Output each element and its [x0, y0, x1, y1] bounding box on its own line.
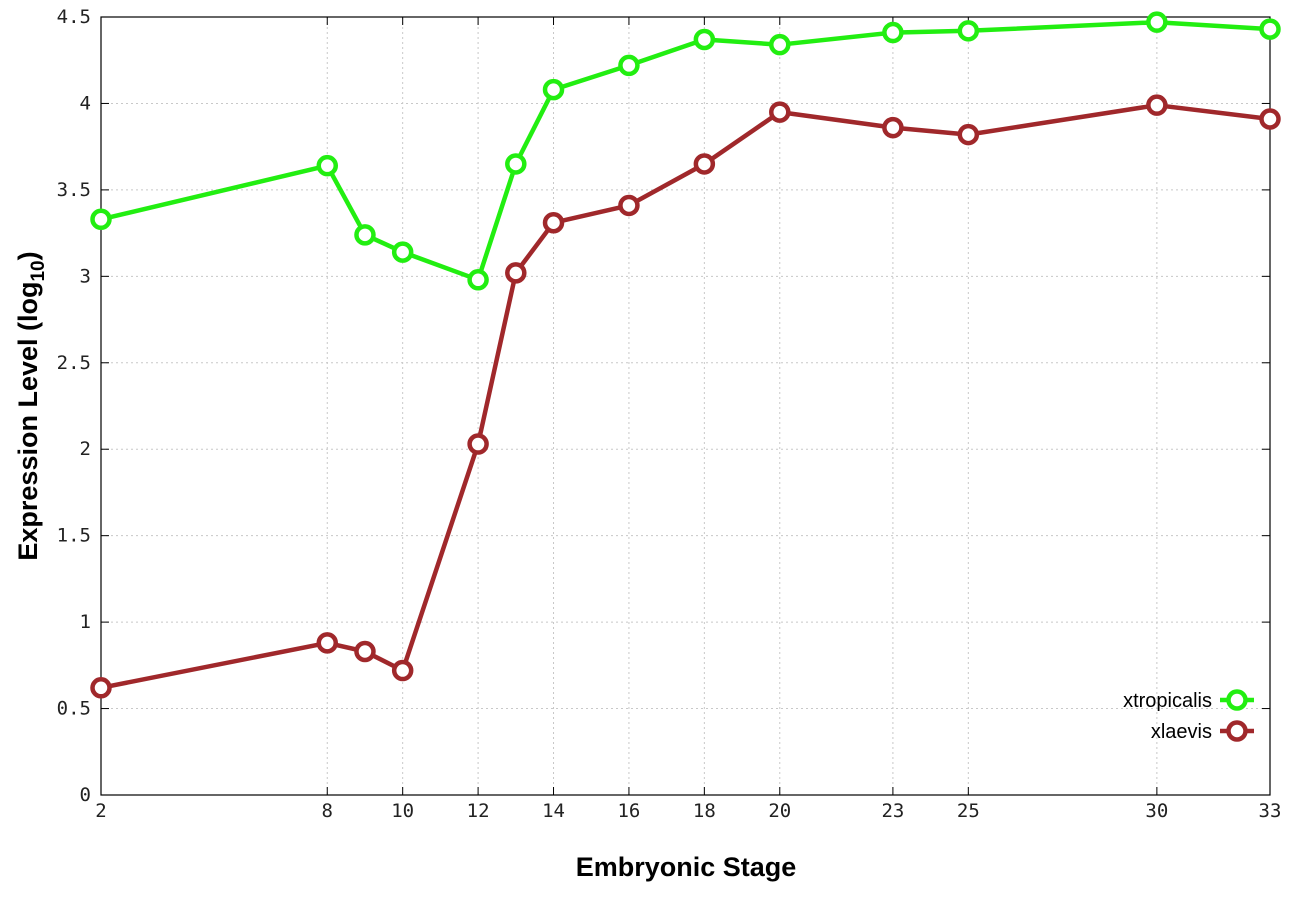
x-tick-label: 14 [542, 800, 565, 822]
y-axis-title-subscript: 10 [28, 260, 49, 281]
data-point [1146, 11, 1168, 33]
y-axis-title: Expression Level (log10) [13, 251, 49, 560]
legend-entry-xlaevis: xlaevis [1151, 720, 1254, 743]
data-point [957, 123, 980, 146]
data-point [467, 269, 489, 291]
series-line-xlaevis [100, 102, 1271, 691]
data-point [505, 153, 527, 175]
legend-label: xlaevis [1151, 721, 1212, 743]
data-point [505, 262, 527, 284]
x-tick-label: 20 [768, 800, 791, 822]
data-point [1259, 108, 1281, 130]
data-point [1146, 94, 1168, 116]
series-xlaevis [90, 94, 1281, 699]
legend-entry-xtropicalis: xtropicalis [1123, 689, 1254, 712]
x-tick-label: 18 [693, 800, 716, 822]
data-series [90, 11, 1281, 699]
legend-label: xtropicalis [1123, 690, 1212, 712]
data-point [316, 632, 339, 654]
data-point [542, 211, 565, 234]
data-point [354, 640, 376, 663]
y-tick-label: 3.5 [57, 179, 91, 201]
y-tick-label: 1 [80, 611, 91, 633]
plot-area-frame [100, 16, 1271, 796]
y-tick-label: 4.5 [57, 6, 91, 28]
data-point [354, 224, 376, 246]
data-point [693, 153, 716, 175]
data-point [882, 21, 904, 44]
series-line-xtropicalis [100, 19, 1271, 283]
x-axis-title: Embryonic Stage [576, 852, 797, 882]
data-point [618, 54, 640, 77]
data-point [882, 116, 904, 139]
y-tick-label: 1.5 [57, 525, 91, 547]
legend-marker-key [1226, 720, 1248, 742]
y-tick-label: 2.5 [57, 352, 91, 374]
y-tick-label: 3 [80, 265, 91, 287]
data-point [957, 20, 980, 42]
data-point [467, 433, 489, 455]
x-tick-label: 23 [881, 800, 904, 822]
data-point [769, 33, 791, 56]
x-tick-label: 16 [617, 800, 640, 822]
y-axis-title-close: ) [13, 251, 43, 260]
x-tick-label: 10 [391, 800, 414, 822]
x-tick-label: 30 [1145, 800, 1168, 822]
data-point [90, 677, 112, 699]
y-tick-label: 4 [80, 92, 91, 114]
y-tick-label: 0.5 [57, 698, 91, 720]
data-point [769, 101, 791, 123]
x-tick-label: 2 [95, 800, 106, 822]
legend-marker-key [1226, 689, 1248, 711]
data-point [316, 154, 339, 177]
legend: xtropicalis xlaevis [1123, 689, 1254, 743]
y-tick-label: 2 [80, 438, 91, 460]
grid-lines [101, 17, 1270, 795]
series-xtropicalis [90, 11, 1281, 291]
y-tick-label: 0 [80, 784, 91, 806]
data-point [693, 28, 716, 51]
x-tick-label: 25 [957, 800, 980, 822]
y-axis-title-main: Expression Level (log [13, 282, 43, 561]
data-point [391, 241, 414, 263]
x-tick-label: 33 [1259, 800, 1282, 822]
data-point [391, 659, 414, 682]
axis-ticks: 0 0.5 1 1.5 2 2.5 3 3.5 4 4.5 2 8 10 12 14 16 18 20 23 25 30… [57, 6, 1282, 822]
x-tick-label: 12 [467, 800, 490, 822]
data-point [542, 78, 565, 101]
data-point [1259, 18, 1281, 40]
data-point [618, 194, 640, 217]
data-point [90, 208, 112, 231]
x-tick-label: 8 [322, 800, 333, 822]
